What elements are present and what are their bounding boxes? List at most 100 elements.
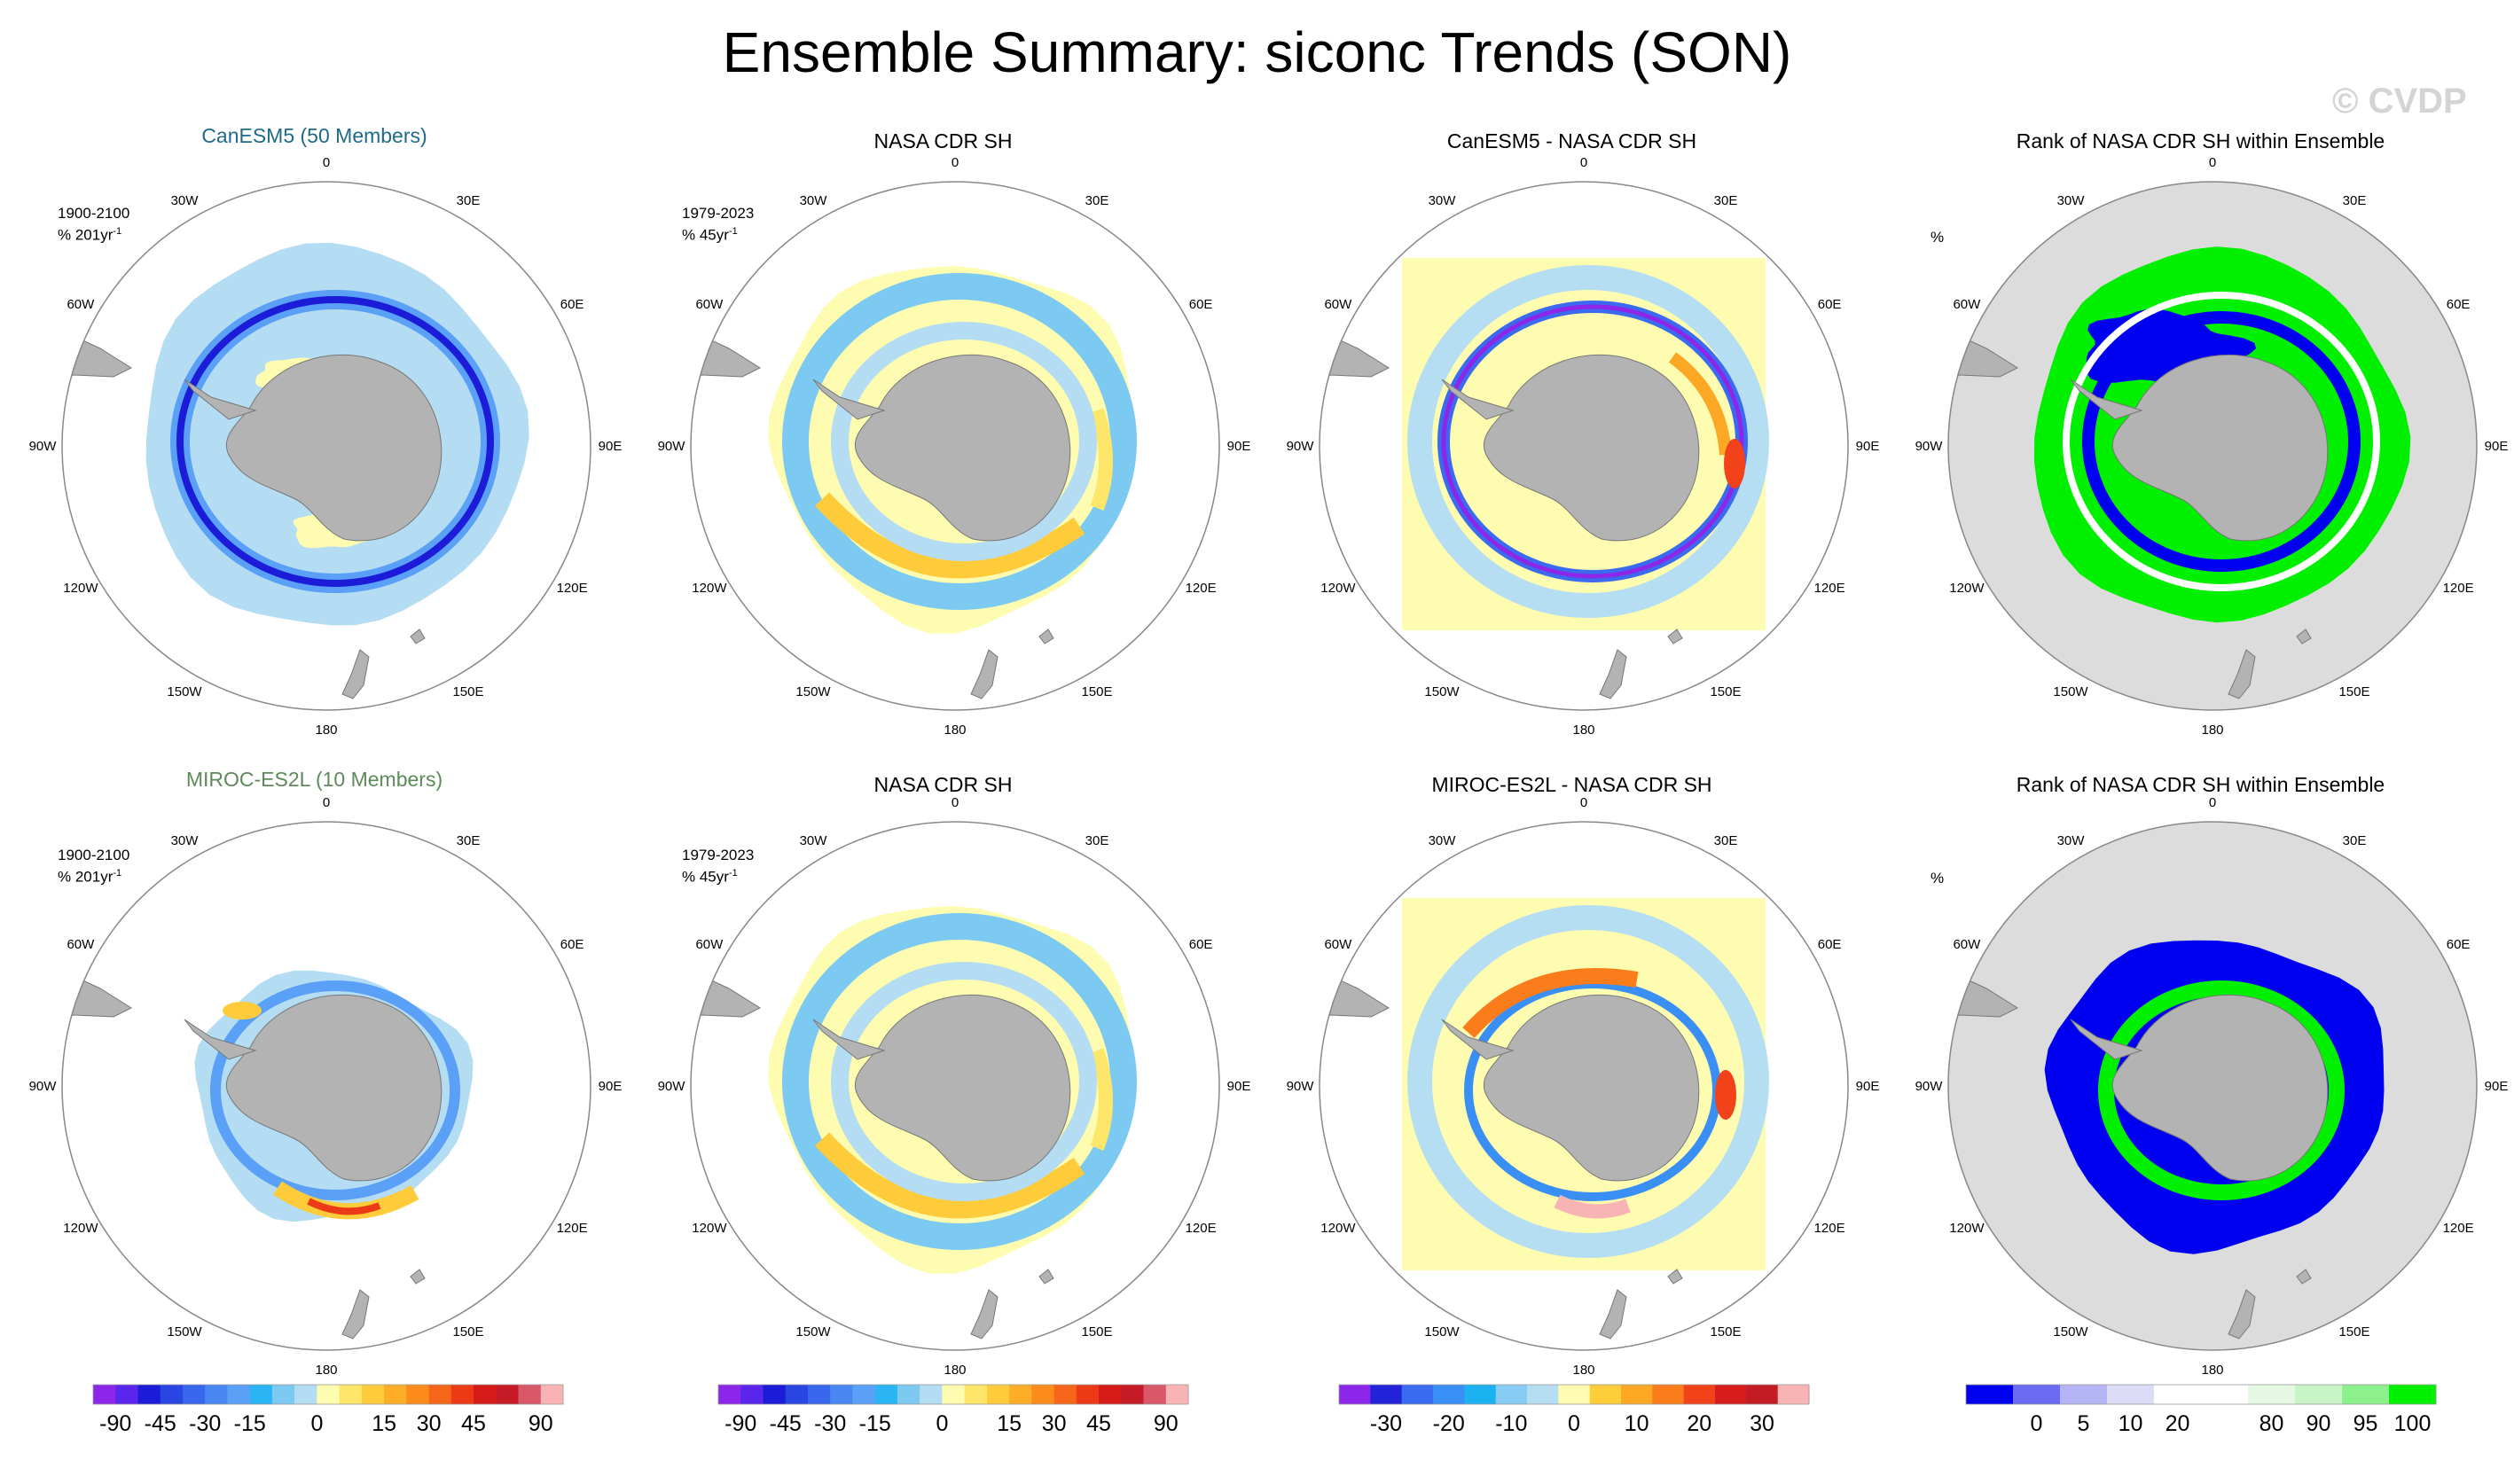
longitude-label: 60W bbox=[67, 297, 95, 312]
colorbar-tick-label: 5 bbox=[2078, 1411, 2090, 1436]
colorbar-segment bbox=[1053, 1385, 1077, 1404]
colorbar-segment bbox=[137, 1385, 161, 1404]
longitude-label: 90E bbox=[1856, 439, 1880, 454]
panel-canesm5-trend: 0 30E 60E 90E 120E 150E 180 150W 120W 90W 60W 30W C… bbox=[0, 115, 629, 844]
longitude-label: 180 bbox=[315, 722, 337, 738]
antarctic-peninsula bbox=[1441, 1019, 1515, 1060]
longitude-label: 60W bbox=[67, 937, 95, 952]
longitude-label: 150W bbox=[795, 1324, 831, 1340]
colorbar-segment bbox=[361, 1385, 385, 1404]
figure-title: Ensemble Summary: siconc Trends (SON) bbox=[722, 20, 1792, 84]
colorbar-tick-label: 90 bbox=[529, 1411, 553, 1436]
panel-title: Rank of NASA CDR SH within Ensemble bbox=[2016, 773, 2385, 796]
panel-title: NASA CDR SH bbox=[873, 773, 1013, 796]
longitude-label: 90E bbox=[2485, 439, 2509, 454]
colorbar-tick-label: -45 bbox=[145, 1411, 176, 1436]
longitude-label: 150E bbox=[1081, 1324, 1112, 1340]
antarctica-land bbox=[1483, 994, 1700, 1182]
longitude-label: 180 bbox=[944, 1363, 966, 1378]
colorbar-tick-label: 0 bbox=[310, 1411, 323, 1436]
antarctic-peninsula bbox=[184, 1019, 257, 1060]
panel-miroc-diff: 0 30E 60E 90E 120E 150E 180 150W 120W 90W 60W 30W M… bbox=[1257, 755, 1886, 1484]
longitude-label: 30W bbox=[1429, 833, 1457, 848]
longitude-label: 120W bbox=[1949, 581, 1985, 596]
antarctic-peninsula bbox=[1441, 379, 1515, 420]
extreme-positive-difference bbox=[1554, 1194, 1631, 1219]
longitude-label: 60E bbox=[560, 937, 584, 952]
tasmania bbox=[1667, 1269, 1683, 1285]
map-boundary bbox=[61, 181, 591, 711]
colorbar-segment bbox=[1495, 1385, 1528, 1404]
longitude-label: 120E bbox=[557, 581, 588, 596]
colorbar-tick-label: -90 bbox=[99, 1411, 131, 1436]
polar-map-trend: 0 30E 60E 90E 120E 150E 180 150W 120W 90W 60W 30W bbox=[29, 155, 623, 738]
colorbar-segment bbox=[474, 1385, 497, 1404]
colorbar-tick-label: 45 bbox=[1086, 1411, 1111, 1436]
new-zealand bbox=[1599, 649, 1627, 699]
longitude-label: 120E bbox=[2443, 1221, 2474, 1236]
new-zealand bbox=[341, 649, 370, 699]
trend-band-blue bbox=[782, 273, 1137, 610]
tasmania bbox=[1038, 629, 1054, 644]
longitude-label: 30W bbox=[800, 193, 828, 208]
longitude-label: 90W bbox=[658, 1079, 686, 1094]
colorbar-segment bbox=[93, 1385, 116, 1404]
longitude-label: 30E bbox=[457, 193, 481, 208]
colorbar-segment bbox=[249, 1385, 273, 1404]
longitude-label: 180 bbox=[2201, 1363, 2223, 1378]
longitude-label: 90E bbox=[1856, 1079, 1880, 1094]
longitude-label: 90W bbox=[29, 439, 58, 454]
positive-trend-band-east bbox=[1090, 408, 1113, 511]
map-boundary bbox=[690, 821, 1220, 1351]
trend-colorbar-2: -90 -45 -30 -15 0 15 30 45 90 bbox=[717, 1384, 1189, 1436]
trend-colorbar-1: -90 -45 -30 -15 0 15 30 45 90 bbox=[92, 1384, 564, 1436]
polar-map-rank: 0 30E 60E 90E 120E 150E 180 150W 120W 90W 60W 30W bbox=[1915, 155, 2509, 738]
colorbar-segment bbox=[1076, 1385, 1100, 1404]
longitude-label: 30E bbox=[457, 833, 481, 848]
longitude-label: 120E bbox=[1814, 1221, 1845, 1236]
longitude-label: 90E bbox=[1227, 439, 1251, 454]
longitude-label: 60W bbox=[1324, 297, 1352, 312]
longitude-label: 150E bbox=[452, 684, 483, 699]
polar-map-rank: 0 30E 60E 90E 120E 150E 180 150W 120W 90W 60W 30W bbox=[1915, 795, 2509, 1378]
longitude-label: 60W bbox=[695, 937, 724, 952]
longitude-label: 90E bbox=[1227, 1079, 1251, 1094]
map-boundary bbox=[1319, 181, 1849, 711]
colorbar-segment bbox=[942, 1385, 966, 1404]
trend-band-blue bbox=[782, 913, 1137, 1250]
colorbar-tick-label: 80 bbox=[2259, 1411, 2284, 1436]
colorbar-segment bbox=[897, 1385, 920, 1404]
panel-miroc-trend: 0 30E 60E 90E 120E 150E 180 150W 120W 90W 60W 30W M… bbox=[0, 755, 629, 1484]
map-boundary bbox=[1947, 181, 2478, 711]
colorbar-frame bbox=[1965, 1384, 2437, 1405]
longitude-label: 90W bbox=[1287, 1079, 1315, 1094]
longitude-label: 180 bbox=[944, 722, 966, 738]
longitude-label: 120W bbox=[692, 581, 727, 596]
longitude-label: 150W bbox=[2053, 684, 2088, 699]
longitude-label: 0 bbox=[323, 795, 330, 810]
longitude-label: 180 bbox=[315, 1363, 337, 1378]
colorbar-tick-label: -30 bbox=[814, 1411, 846, 1436]
longitude-label: 60E bbox=[1189, 297, 1213, 312]
colorbar-segment bbox=[2060, 1385, 2108, 1404]
colorbar-segment bbox=[852, 1385, 876, 1404]
polar-map-diff: 0 30E 60E 90E 120E 150E 180 150W 120W 90W 60W 30W bbox=[1287, 155, 1880, 738]
colorbar-segment bbox=[2248, 1385, 2296, 1404]
colorbar-segment bbox=[920, 1385, 943, 1404]
colorbar-segment bbox=[227, 1385, 251, 1404]
longitude-label: 30W bbox=[800, 833, 828, 848]
colorbar-segment bbox=[740, 1385, 764, 1404]
longitude-label: 30E bbox=[1085, 833, 1109, 848]
colorbar-segment bbox=[518, 1385, 542, 1404]
tasmania bbox=[1038, 1269, 1054, 1285]
longitude-label: 0 bbox=[323, 155, 330, 170]
colorbar-segment bbox=[830, 1385, 853, 1404]
longitude-label: 0 bbox=[1580, 155, 1587, 170]
colorbar-segment bbox=[1966, 1385, 2014, 1404]
longitude-label: 90W bbox=[1915, 1079, 1944, 1094]
polar-map-diff: 0 30E 60E 90E 120E 150E 180 150W 120W 90W 60W 30W bbox=[1287, 795, 1880, 1378]
longitude-label: 60E bbox=[1189, 937, 1213, 952]
difference-band-light bbox=[1407, 905, 1769, 1258]
antarctic-peninsula bbox=[2070, 379, 2143, 420]
diff-colorbar: -30 -20 -10 0 10 20 30 bbox=[1338, 1384, 1810, 1436]
